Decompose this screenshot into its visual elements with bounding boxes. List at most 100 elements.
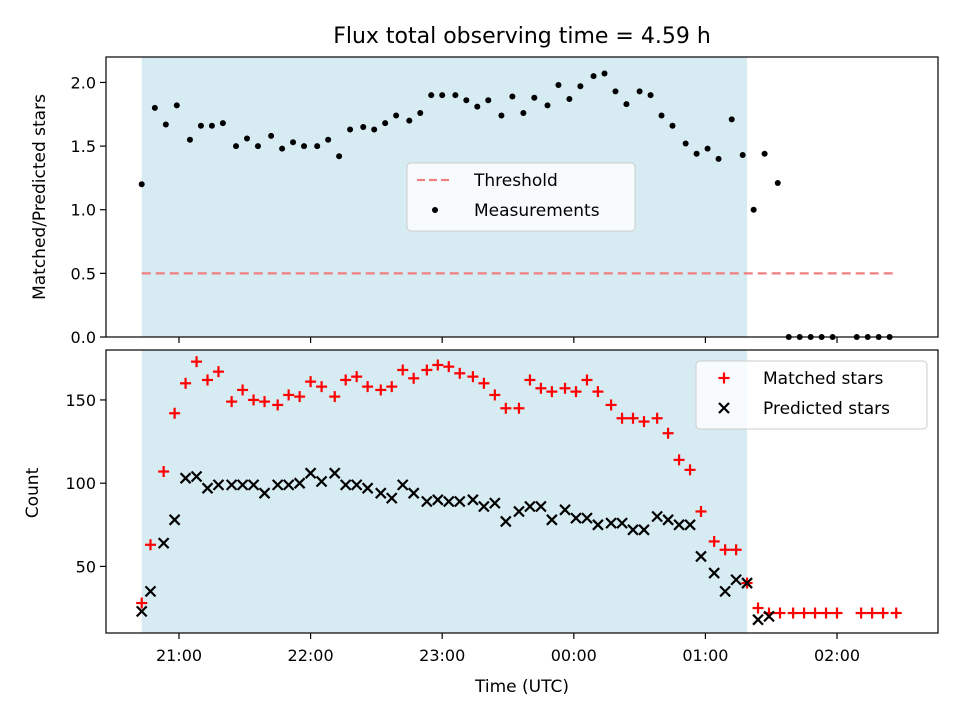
- data-point: [212, 366, 224, 378]
- data-point: [658, 112, 665, 119]
- data-point: [752, 613, 764, 626]
- data-point: [605, 399, 617, 411]
- data-point: [647, 92, 654, 99]
- data-point: [329, 391, 341, 403]
- data-point: [397, 364, 409, 376]
- data-point: [669, 122, 676, 129]
- data-point: [393, 112, 400, 119]
- data-point: [831, 607, 843, 619]
- data-point: [695, 505, 707, 517]
- y-tick-label: 100: [65, 474, 96, 493]
- data-point: [651, 510, 663, 523]
- data-point: [432, 494, 444, 506]
- data-point: [439, 92, 446, 99]
- y-tick-label: 0.0: [71, 328, 96, 347]
- data-point: [570, 512, 582, 524]
- data-point: [454, 367, 466, 379]
- data-point: [453, 495, 466, 508]
- data-point: [524, 374, 536, 386]
- data-point: [555, 82, 562, 88]
- data-point: [407, 487, 420, 499]
- data-point: [443, 495, 455, 508]
- data-point: [890, 607, 902, 619]
- data-point: [339, 479, 352, 491]
- plot-frame: [105, 56, 939, 338]
- data-point: [304, 467, 317, 479]
- data-point: [202, 374, 214, 386]
- legend: Threshold Measurements: [406, 162, 636, 232]
- data-point: [371, 126, 378, 133]
- data-point: [144, 585, 157, 598]
- data-point: [684, 519, 696, 531]
- data-point: [524, 500, 536, 513]
- data-point: [478, 500, 490, 513]
- data-point: [197, 122, 204, 129]
- data-point: [601, 70, 608, 77]
- data-point: [636, 88, 643, 95]
- data-point: [774, 180, 781, 186]
- data-point: [513, 505, 525, 518]
- data-point: [237, 384, 249, 396]
- x-tick-label: 22:00: [288, 646, 334, 665]
- data-point: [500, 515, 512, 528]
- series-predicted-stars: [135, 467, 775, 626]
- data-point: [258, 487, 271, 499]
- data-point: [428, 92, 435, 99]
- data-point: [730, 544, 742, 556]
- data-point: [520, 110, 527, 116]
- data-point: [225, 479, 238, 491]
- data-point: [715, 155, 722, 162]
- data-point: [247, 479, 260, 491]
- legend-swatch: [718, 372, 730, 384]
- data-point: [728, 116, 735, 123]
- data-point: [627, 524, 639, 536]
- data-point: [509, 93, 516, 100]
- legend-entry: Matched stars: [718, 369, 883, 389]
- data-point: [708, 567, 720, 579]
- data-point: [590, 73, 597, 80]
- data-point: [546, 386, 558, 398]
- legend: Matched stars Predicted stars: [695, 360, 928, 430]
- data-point: [186, 136, 193, 143]
- data-point: [544, 102, 551, 109]
- data-point: [351, 371, 363, 383]
- data-point: [787, 607, 799, 619]
- data-point: [408, 372, 420, 384]
- data-point: [662, 514, 674, 526]
- data-point: [208, 122, 215, 129]
- data-point: [421, 495, 433, 508]
- legend-box: [406, 162, 636, 232]
- data-point: [616, 517, 628, 529]
- legend-label: Measurements: [474, 201, 600, 221]
- data-point: [315, 475, 328, 488]
- data-point: [763, 610, 775, 623]
- data-point: [638, 416, 650, 428]
- y-tick-label: 0.5: [71, 264, 96, 283]
- data-point: [704, 145, 711, 152]
- data-point: [382, 120, 389, 127]
- data-point: [157, 537, 170, 549]
- y-tick-label: 50: [76, 557, 96, 576]
- data-point: [467, 371, 479, 383]
- data-point: [168, 514, 181, 526]
- data-point: [340, 374, 352, 386]
- x-tick-label: 23:00: [419, 646, 465, 665]
- data-point: [809, 607, 821, 619]
- y-tick-label: 2.0: [71, 73, 96, 92]
- data-point: [301, 143, 308, 150]
- data-point: [730, 573, 742, 586]
- data-point: [463, 97, 470, 104]
- data-point: [314, 143, 321, 150]
- y-tick-label: 150: [65, 391, 96, 410]
- data-point: [162, 121, 169, 128]
- data-point: [386, 381, 398, 393]
- data-point: [169, 407, 181, 419]
- data-point: [820, 607, 832, 619]
- data-point: [489, 389, 501, 401]
- data-point: [293, 477, 306, 489]
- data-point: [138, 181, 145, 188]
- legend-entry: Measurements: [432, 201, 600, 221]
- data-point: [268, 132, 275, 139]
- data-point: [535, 500, 547, 513]
